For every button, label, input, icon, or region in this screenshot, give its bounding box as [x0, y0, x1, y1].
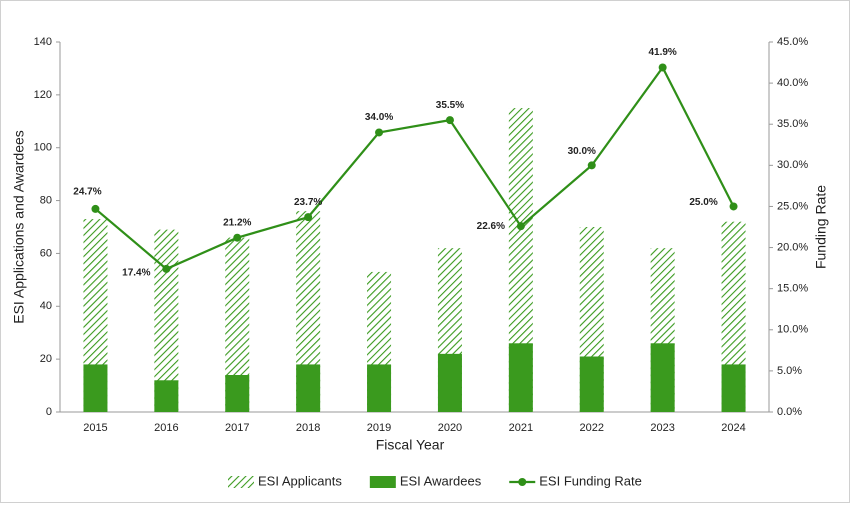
point: [91, 204, 100, 213]
bar: [721, 364, 746, 412]
y-tick-label: 60: [40, 247, 52, 259]
point: [375, 128, 384, 137]
x-tick-label: 2024: [721, 422, 745, 434]
x-tick-label: 2019: [367, 422, 391, 434]
bar: [437, 353, 462, 412]
y2-tick-label: 30.0%: [777, 159, 808, 171]
data-label: 25.0%: [689, 197, 717, 208]
legend-label: ESI Applicants: [258, 473, 342, 488]
bar: [508, 343, 533, 412]
data-label: 30.0%: [568, 146, 596, 157]
y2-tick-label: 15.0%: [777, 283, 808, 295]
point: [162, 264, 171, 273]
data-label: 35.5%: [436, 100, 464, 111]
y-tick-label: 40: [40, 300, 52, 312]
data-label: 17.4%: [122, 268, 150, 279]
y-tick-label: 80: [40, 194, 52, 206]
point: [516, 222, 525, 231]
x-tick-label: 2017: [225, 422, 249, 434]
data-label: 41.9%: [648, 47, 676, 58]
data-label: 23.7%: [294, 197, 322, 208]
y2-tick-label: 35.0%: [777, 118, 808, 130]
point: [587, 161, 596, 170]
data-label: 22.6%: [477, 221, 505, 232]
x-tick-label: 2021: [509, 422, 533, 434]
line: [94, 65, 735, 271]
y-tick-label: 120: [34, 89, 52, 101]
y2-tick-label: 10.0%: [777, 324, 808, 336]
y-tick-label: 140: [34, 36, 52, 48]
x-tick-label: 2020: [438, 422, 462, 434]
point: [445, 116, 454, 125]
x-tick-label: 2016: [154, 422, 178, 434]
y2-tick-label: 45.0%: [777, 36, 808, 48]
legend-label: ESI Funding Rate: [539, 473, 642, 488]
data-label: 21.2%: [223, 217, 251, 228]
bar: [154, 380, 179, 412]
point: [658, 63, 667, 72]
y-tick-label: 0: [46, 406, 52, 418]
y2-tick-label: 40.0%: [777, 77, 808, 89]
bar: [296, 364, 321, 412]
legend-label: ESI Awardees: [400, 473, 482, 488]
x-tick-label: 2018: [296, 422, 320, 434]
legend-swatch: [518, 478, 527, 486]
bar: [225, 375, 250, 412]
legend-swatch: [369, 476, 396, 488]
y2-tick-label: 0.0%: [777, 406, 802, 418]
bar: [508, 108, 533, 413]
y2-axis-title: Funding Rate: [813, 185, 829, 269]
x-tick-label: 2022: [580, 422, 604, 434]
x-tick-label: 2015: [83, 422, 107, 434]
point: [729, 202, 738, 211]
y2-tick-label: 5.0%: [777, 365, 802, 377]
bar: [650, 343, 675, 412]
y2-tick-label: 20.0%: [777, 241, 808, 253]
point: [233, 233, 242, 242]
bar: [579, 356, 604, 412]
y-tick-label: 100: [34, 142, 52, 154]
y-tick-label: 20: [40, 353, 52, 365]
y2-tick-label: 25.0%: [777, 200, 808, 212]
y-axis-title: ESI Applications and Awardees: [11, 130, 27, 324]
x-tick-label: 2023: [650, 422, 674, 434]
data-label: 24.7%: [73, 187, 101, 198]
bar: [83, 364, 108, 412]
legend-swatch: [228, 476, 254, 488]
point: [304, 213, 313, 222]
bar: [367, 364, 392, 412]
x-axis-title: Fiscal Year: [376, 437, 445, 453]
data-label: 34.0%: [365, 112, 393, 123]
